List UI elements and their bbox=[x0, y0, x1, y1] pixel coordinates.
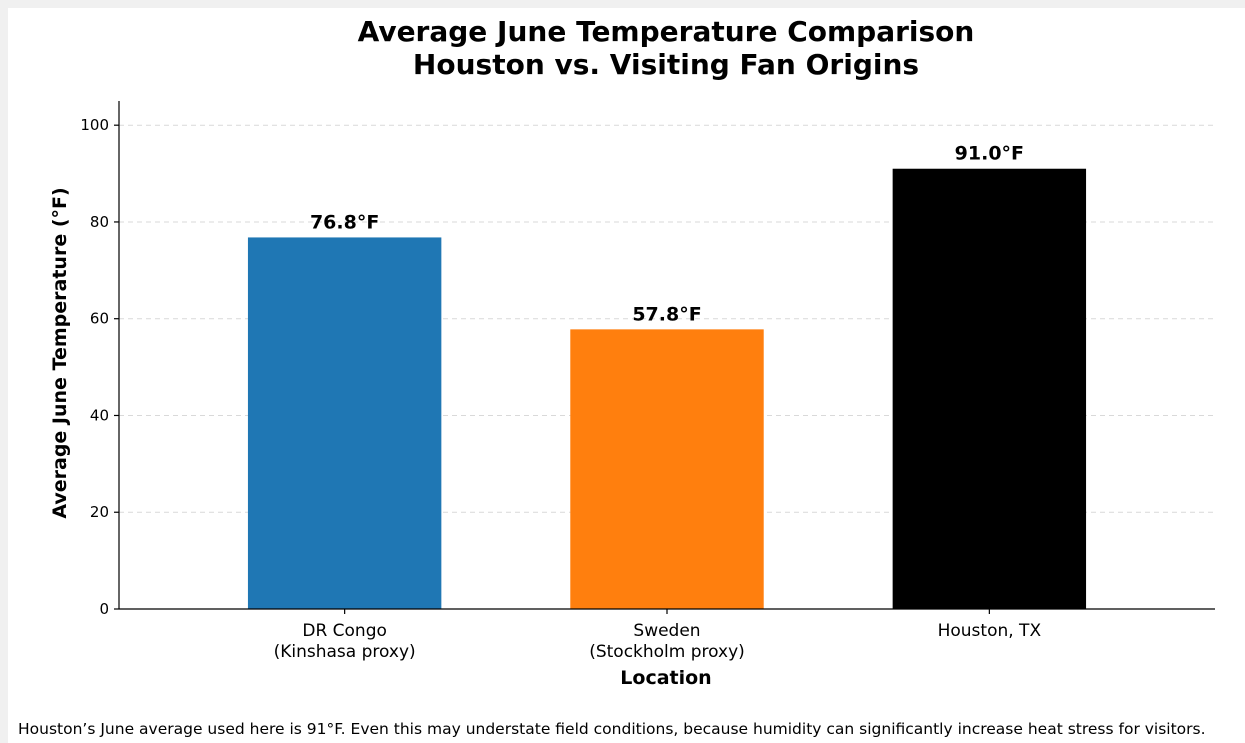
x-tick-label: DR Congo bbox=[302, 621, 387, 641]
x-tick-label: Sweden bbox=[633, 621, 700, 641]
bar bbox=[570, 329, 764, 609]
value-labels: 76.8°F 57.8°F 91.0°F bbox=[310, 143, 1024, 326]
bar bbox=[247, 237, 442, 610]
bar-value-label: 76.8°F bbox=[310, 211, 379, 233]
y-tick-label: 60 bbox=[90, 310, 109, 328]
bar-chart: 0 20 40 60 80 100 DR Congo(Kinshasa proxy) Swed… bbox=[49, 15, 1215, 689]
y-tick-label: 80 bbox=[90, 213, 109, 231]
x-tick-label: (Stockholm proxy) bbox=[589, 642, 745, 662]
y-tick-label: 40 bbox=[90, 406, 109, 424]
x-tick-label: Houston, TX bbox=[938, 621, 1042, 641]
chart-page: 0 20 40 60 80 100 DR Congo (Kinshasa proxy) Swed… bbox=[8, 8, 1245, 743]
x-tick-label: (Kinshasa proxy) bbox=[274, 642, 416, 662]
ticks: 0 20 40 60 80 100 DR Congo(Kinshasa proxy) Swed… bbox=[80, 116, 1041, 662]
x-axis-label: Location bbox=[620, 667, 711, 689]
y-tick-label: 20 bbox=[90, 503, 109, 521]
bar-value-label: 91.0°F bbox=[955, 143, 1024, 165]
bar-value-label: 57.8°F bbox=[632, 303, 701, 325]
chart-title-line-1: Average June Temperature Comparison bbox=[358, 15, 975, 48]
chart-title-line-2: Houston vs. Visiting Fan Origins bbox=[413, 48, 919, 81]
y-tick-label: 0 bbox=[99, 600, 109, 618]
footnote-text: Houston’s June average used here is 91°F… bbox=[18, 720, 1206, 738]
y-axis-label: Average June Temperature (°F) bbox=[49, 187, 71, 518]
y-tick-label: 100 bbox=[80, 116, 109, 134]
bar bbox=[892, 168, 1087, 609]
bars bbox=[247, 168, 1087, 610]
